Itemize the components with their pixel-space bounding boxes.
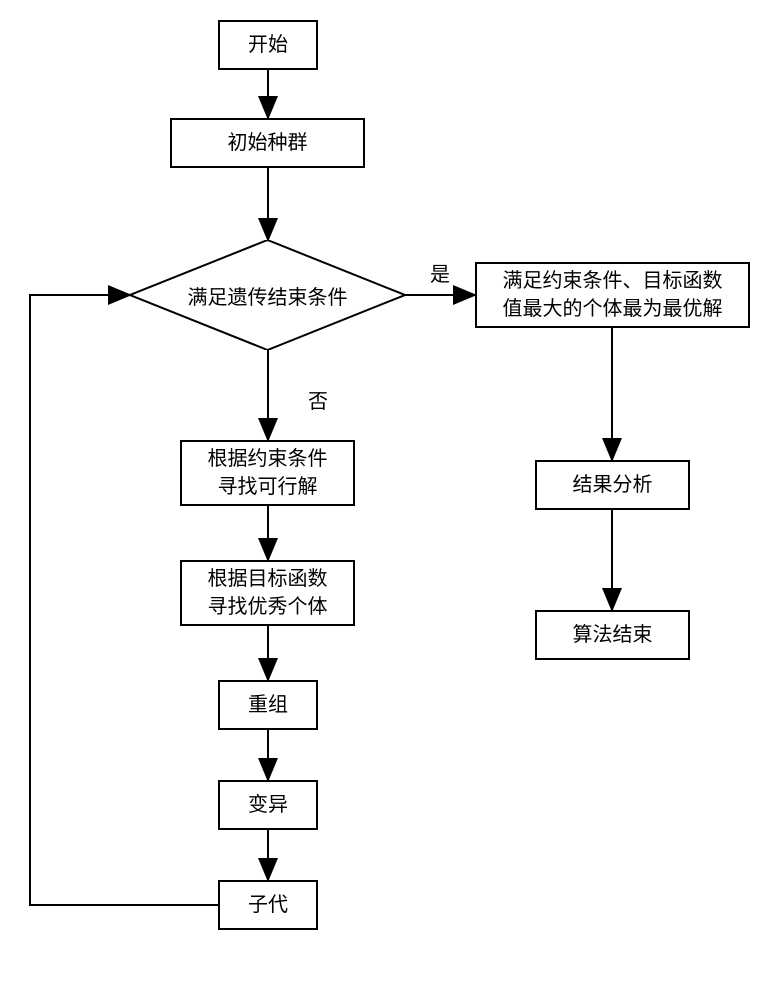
node-label: 初始种群 (228, 129, 308, 157)
node-label: 根据目标函数 寻找优秀个体 (208, 565, 328, 621)
node-start: 开始 (218, 20, 318, 70)
node-find-best-individual: 根据目标函数 寻找优秀个体 (180, 560, 355, 626)
edge-label-text: 是 (430, 264, 450, 286)
node-label: 变异 (248, 791, 288, 819)
node-label: 算法结束 (573, 621, 653, 649)
node-mutate: 变异 (218, 780, 318, 830)
node-feasible-solution: 根据约束条件 寻找可行解 (180, 440, 355, 506)
edge-label-text: 否 (308, 391, 328, 413)
node-algorithm-end: 算法结束 (535, 610, 690, 660)
node-label: 重组 (248, 691, 288, 719)
node-label: 结果分析 (573, 471, 653, 499)
node-label: 满足遗传结束条件 (188, 281, 348, 310)
node-result-analysis: 结果分析 (535, 460, 690, 510)
node-best-solution: 满足约束条件、目标函数 值最大的个体最为最优解 (475, 262, 750, 328)
edge-label-no: 否 (308, 385, 328, 414)
node-offspring: 子代 (218, 880, 318, 930)
edge-label-yes: 是 (430, 258, 450, 287)
node-label: 根据约束条件 寻找可行解 (208, 445, 328, 501)
node-label: 子代 (248, 891, 288, 919)
node-init-population: 初始种群 (170, 118, 365, 168)
node-check-end-condition: 满足遗传结束条件 (130, 240, 405, 350)
node-label: 满足约束条件、目标函数 值最大的个体最为最优解 (503, 267, 723, 323)
node-recombine: 重组 (218, 680, 318, 730)
node-label: 开始 (248, 31, 288, 59)
